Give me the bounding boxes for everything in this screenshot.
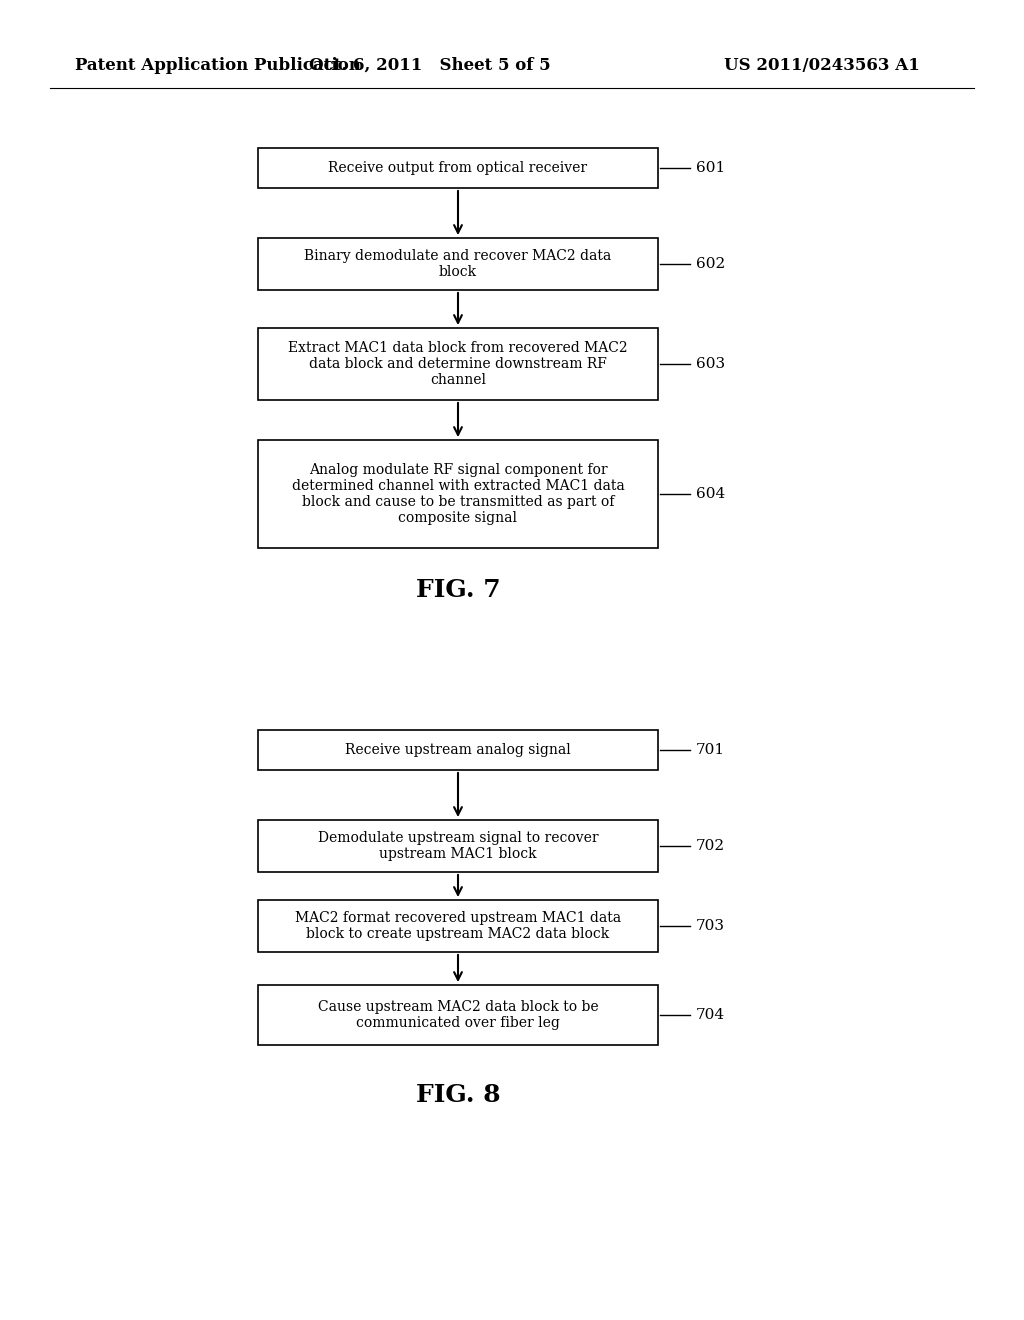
- Bar: [258, 820, 658, 873]
- Text: FIG. 8: FIG. 8: [416, 1082, 501, 1107]
- Text: Extract MAC1 data block from recovered MAC2
data block and determine downstream : Extract MAC1 data block from recovered M…: [288, 341, 628, 387]
- Bar: [258, 148, 658, 187]
- Text: Analog modulate RF signal component for
determined channel with extracted MAC1 d: Analog modulate RF signal component for …: [292, 463, 625, 525]
- Text: Demodulate upstream signal to recover
upstream MAC1 block: Demodulate upstream signal to recover up…: [317, 830, 598, 861]
- Text: 702: 702: [696, 840, 725, 853]
- Text: Oct. 6, 2011   Sheet 5 of 5: Oct. 6, 2011 Sheet 5 of 5: [309, 57, 551, 74]
- Bar: [258, 900, 658, 952]
- Bar: [258, 985, 658, 1045]
- Bar: [258, 440, 658, 548]
- Text: MAC2 format recovered upstream MAC1 data
block to create upstream MAC2 data bloc: MAC2 format recovered upstream MAC1 data…: [295, 911, 622, 941]
- Text: 701: 701: [696, 743, 725, 756]
- Text: FIG. 7: FIG. 7: [416, 578, 501, 602]
- Text: US 2011/0243563 A1: US 2011/0243563 A1: [724, 57, 920, 74]
- Bar: [258, 238, 658, 290]
- Bar: [258, 730, 658, 770]
- Text: 604: 604: [696, 487, 725, 502]
- Bar: [258, 327, 658, 400]
- Text: 704: 704: [696, 1008, 725, 1022]
- Text: 603: 603: [696, 356, 725, 371]
- Text: 703: 703: [696, 919, 725, 933]
- Text: Patent Application Publication: Patent Application Publication: [75, 57, 360, 74]
- Text: 602: 602: [696, 257, 725, 271]
- Text: Binary demodulate and recover MAC2 data
block: Binary demodulate and recover MAC2 data …: [304, 249, 611, 279]
- Text: 601: 601: [696, 161, 725, 176]
- Text: Cause upstream MAC2 data block to be
communicated over fiber leg: Cause upstream MAC2 data block to be com…: [317, 1001, 598, 1030]
- Text: Receive upstream analog signal: Receive upstream analog signal: [345, 743, 570, 756]
- Text: Receive output from optical receiver: Receive output from optical receiver: [329, 161, 588, 176]
